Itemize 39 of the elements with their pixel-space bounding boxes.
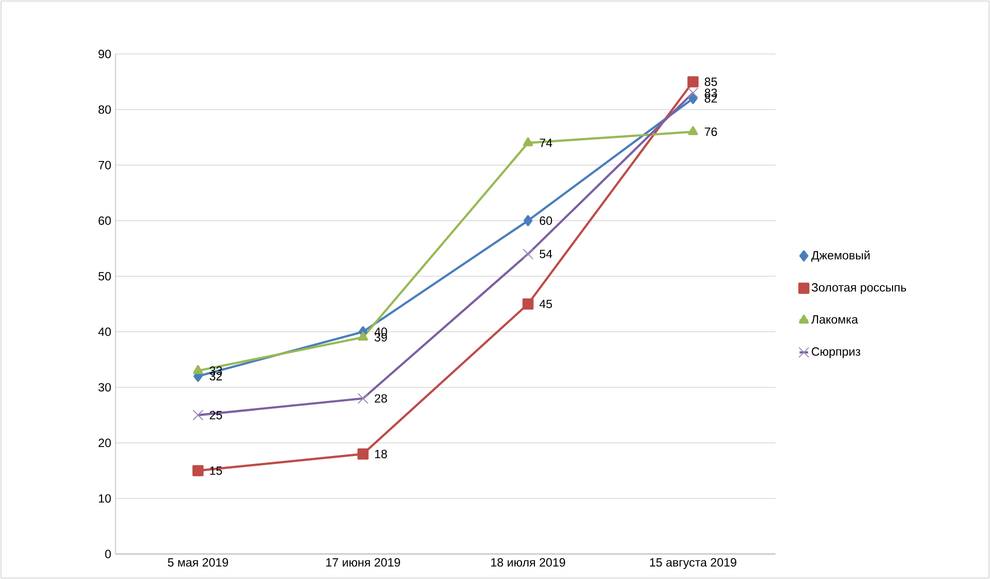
data-label: 28: [374, 394, 387, 403]
y-tick-label: 70: [98, 160, 111, 170]
legend-label: Сюрприз: [812, 347, 860, 358]
point: [688, 92, 698, 104]
point: [358, 332, 368, 341]
data-label: 85: [704, 78, 717, 86]
x-tick-label: 5 мая 2019: [168, 558, 228, 567]
y-tick-label: 60: [98, 216, 111, 225]
data-label: 54: [540, 250, 552, 258]
data-label: 45: [539, 300, 552, 308]
legend-label: Лакомка: [811, 315, 858, 324]
data-label: 76: [704, 128, 717, 136]
y-tick-label: 10: [98, 494, 111, 503]
point: [358, 393, 368, 404]
x-tick-label: 18 июля 2019: [491, 558, 566, 567]
y-tick-label: 40: [98, 328, 111, 336]
point: [524, 215, 532, 226]
x-tick-label: 15 августа 2019: [650, 558, 736, 569]
point: [192, 410, 204, 421]
point: [357, 448, 369, 460]
data-label: 60: [540, 216, 552, 225]
point: [688, 126, 698, 136]
point: [523, 137, 533, 146]
x-tick-label: 17 июня 2019: [326, 558, 400, 567]
y-tick-label: 0: [105, 550, 111, 558]
point: [192, 465, 204, 476]
point: [522, 248, 534, 260]
y-tick-label: 50: [98, 272, 111, 280]
point: [687, 76, 699, 88]
data-label: 18: [375, 450, 387, 458]
y-tick-label: 90: [98, 50, 111, 58]
point: [522, 298, 534, 310]
legend-label: Золотая россыпь: [812, 283, 906, 294]
y-tick-label: 20: [98, 438, 111, 448]
y-tick-label: 30: [98, 383, 111, 392]
legend-label: Джемовый: [811, 250, 870, 262]
point: [193, 365, 203, 374]
y-tick-label: 80: [98, 105, 111, 114]
point: [688, 87, 698, 98]
